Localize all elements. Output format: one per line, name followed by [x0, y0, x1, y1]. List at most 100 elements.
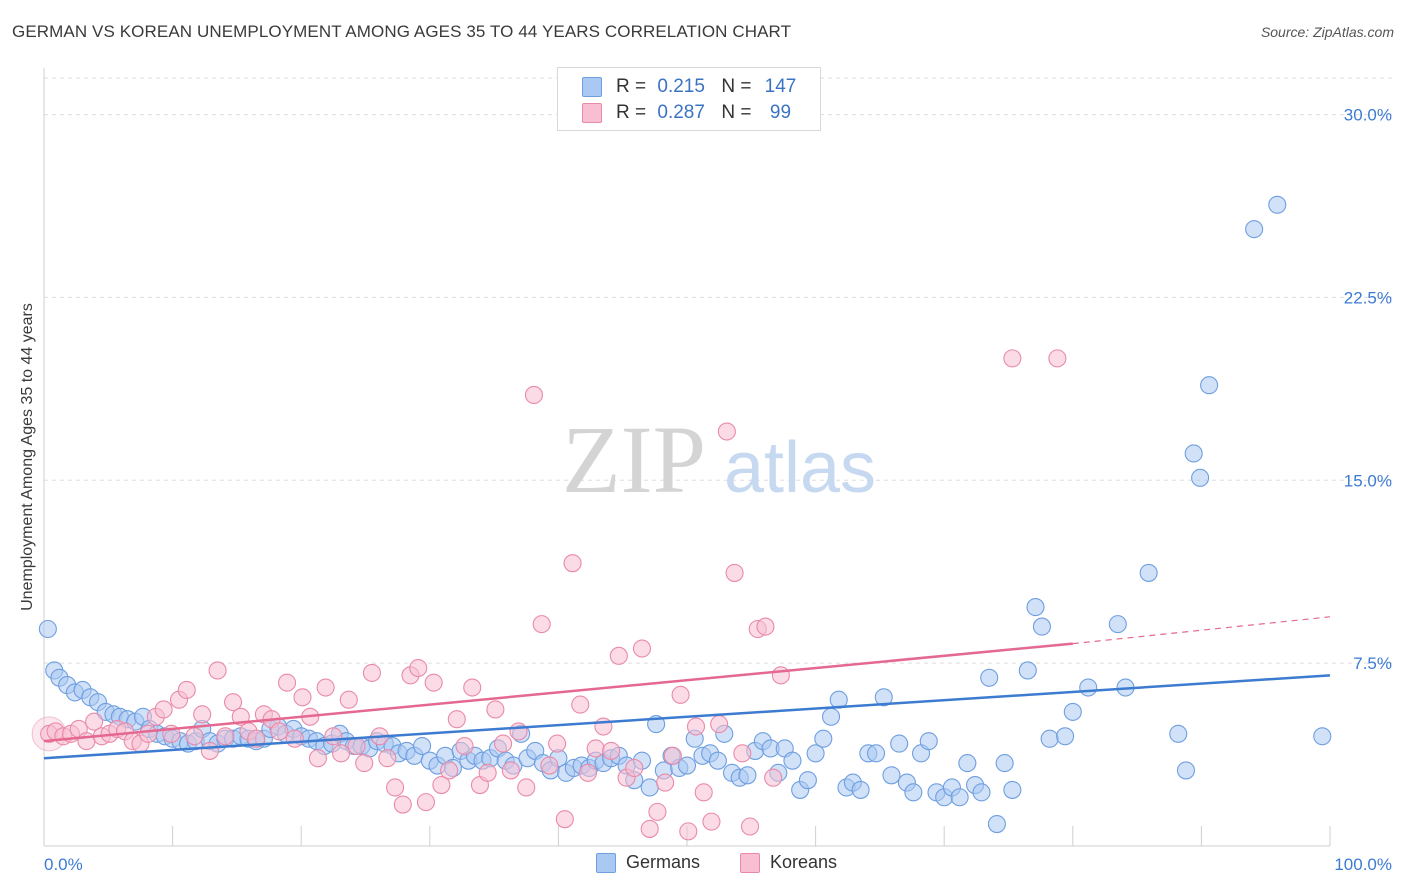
germans-swatch: [582, 77, 602, 97]
german-point: [677, 756, 697, 775]
korean-point: [177, 680, 196, 700]
koreans-swatch: [582, 103, 602, 123]
tick-labels: 7.5% 15.0% 22.5% 30.0% 0.0% 100.0%: [44, 106, 1392, 874]
german-point: [874, 688, 893, 707]
german-point: [950, 788, 969, 807]
korean-point: [362, 663, 381, 682]
german-point: [882, 766, 901, 785]
korean-point: [740, 817, 760, 836]
source-label: Source: ZipAtlas.com: [1260, 24, 1394, 40]
german-point: [1176, 761, 1196, 780]
korean-point: [339, 690, 358, 709]
n-value: 99: [769, 102, 792, 123]
watermark-atlas: atlas: [724, 428, 876, 508]
r-value: 0.287: [657, 102, 705, 123]
korean-point: [501, 761, 520, 780]
x-tick-label: 0.0%: [44, 855, 83, 874]
german-point: [1313, 727, 1332, 746]
axes: [43, 68, 1331, 847]
german-point: [987, 815, 1006, 834]
korean-point: [355, 754, 374, 773]
germans-swatch: [596, 852, 616, 873]
german-point: [798, 771, 817, 790]
german-point: [1191, 468, 1210, 487]
korean-point: [632, 639, 652, 658]
trend-lines: [43, 616, 1331, 760]
korean-point: [710, 715, 729, 734]
korean-point: [347, 736, 366, 756]
korean-point: [185, 727, 204, 746]
korean-point: [764, 768, 783, 787]
german-point: [1108, 615, 1127, 634]
series-legend: Germans Koreans: [0, 852, 1406, 876]
korean-point: [602, 741, 621, 760]
korean-point: [548, 734, 567, 753]
german-point: [806, 744, 825, 763]
korean-point: [663, 746, 682, 765]
korean-point: [200, 741, 219, 760]
german-point: [1040, 729, 1059, 748]
korean-point: [640, 819, 659, 838]
korean-point: [278, 673, 297, 692]
german-point: [1169, 724, 1188, 743]
german-point: [866, 744, 886, 763]
german-point: [1026, 598, 1045, 617]
german-point: [904, 783, 923, 802]
korean-point: [432, 775, 451, 795]
german-point: [821, 707, 841, 726]
german-trend-line: [43, 674, 1331, 760]
korean-point: [247, 729, 266, 748]
r-label: R =: [616, 102, 647, 123]
korean-point: [139, 724, 158, 743]
legend-item-koreans[interactable]: Koreans: [740, 852, 837, 873]
chart-title: GERMAN VS KOREAN UNEMPLOYMENT AMONG AGES…: [12, 22, 792, 41]
korean-point: [540, 756, 559, 775]
korean-point: [393, 795, 412, 814]
korean-point: [216, 727, 235, 746]
y-tick-label: 22.5%: [1344, 288, 1392, 307]
korean-trend-line: [43, 642, 1073, 743]
korean-point: [1048, 349, 1067, 368]
korean-point: [193, 705, 212, 724]
korean-point: [478, 763, 497, 782]
legend-label-germans: Germans: [626, 852, 701, 872]
german-point: [1032, 617, 1051, 636]
korean-point: [409, 658, 428, 678]
legend-item-germans[interactable]: Germans: [596, 852, 700, 873]
korean-point: [679, 822, 698, 841]
korean-point: [702, 812, 721, 831]
korean-point: [532, 615, 551, 634]
german-point: [890, 734, 909, 753]
korean-point: [308, 749, 327, 768]
korean-point: [571, 695, 590, 714]
korean-point: [440, 761, 459, 780]
german-point: [38, 619, 57, 639]
koreans-swatch: [740, 852, 760, 873]
german-point: [995, 754, 1014, 773]
german-point: [708, 751, 727, 770]
legend-label-koreans: Koreans: [770, 852, 838, 872]
german-point: [783, 751, 802, 770]
r-value: 0.215: [657, 76, 705, 97]
stats-legend: R = 0.215 N = 147 R = 0.287 N = 99: [557, 67, 821, 131]
german-point: [972, 783, 991, 802]
german-point: [1063, 702, 1082, 721]
korean-point: [609, 646, 628, 665]
korean-point: [486, 700, 505, 719]
stats-row-koreans: R = 0.287 N = 99: [582, 102, 804, 124]
korean-point: [671, 685, 690, 704]
korean-point: [555, 810, 574, 829]
korean-point: [756, 617, 775, 636]
korean-point: [316, 678, 335, 697]
korean-point: [378, 749, 397, 768]
german-point: [1200, 376, 1219, 395]
korean-point: [270, 722, 289, 741]
y-tick-label: 30.0%: [1344, 106, 1392, 125]
korean-point: [524, 385, 544, 405]
german-point: [1245, 220, 1264, 239]
y-tick-label: 7.5%: [1353, 654, 1392, 673]
german-point: [851, 780, 870, 799]
x-tick-label: 100.0%: [1334, 855, 1392, 874]
n-label: N =: [721, 76, 752, 97]
korean-point: [625, 758, 644, 778]
